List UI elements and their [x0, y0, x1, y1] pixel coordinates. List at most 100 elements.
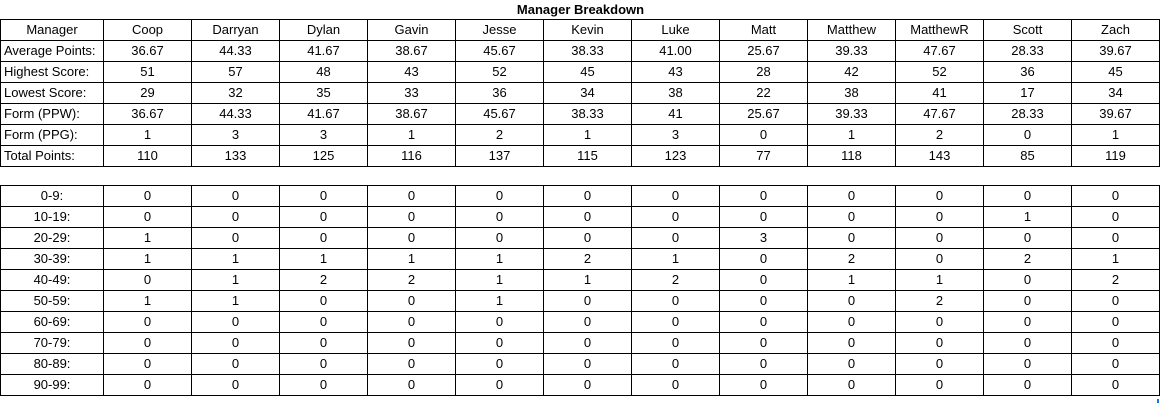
summary-cell[interactable]: 41 — [895, 82, 984, 104]
summary-cell[interactable]: 45 — [543, 61, 632, 83]
range-count-cell[interactable]: 0 — [455, 227, 544, 249]
range-count-cell[interactable]: 0 — [543, 290, 632, 312]
range-count-cell[interactable]: 0 — [807, 227, 896, 249]
range-label[interactable]: 80-89: — [0, 353, 104, 375]
summary-cell[interactable]: 52 — [455, 61, 544, 83]
range-count-cell[interactable]: 0 — [279, 374, 368, 396]
summary-cell[interactable]: 1 — [807, 124, 896, 146]
summary-cell[interactable]: 0 — [983, 124, 1072, 146]
range-count-cell[interactable]: 0 — [983, 353, 1072, 375]
range-count-cell[interactable]: 0 — [983, 374, 1072, 396]
range-count-cell[interactable]: 0 — [631, 185, 720, 207]
range-count-cell[interactable]: 2 — [543, 248, 632, 270]
summary-cell[interactable]: 115 — [543, 145, 632, 167]
range-count-cell[interactable]: 0 — [103, 185, 192, 207]
range-count-cell[interactable]: 0 — [895, 353, 984, 375]
range-count-cell[interactable]: 0 — [719, 311, 808, 333]
range-count-cell[interactable]: 1 — [103, 227, 192, 249]
range-count-cell[interactable]: 0 — [631, 353, 720, 375]
range-count-cell[interactable]: 0 — [543, 206, 632, 228]
range-count-cell[interactable]: 0 — [983, 332, 1072, 354]
summary-cell[interactable]: 34 — [1071, 82, 1160, 104]
summary-cell[interactable]: 28.33 — [983, 103, 1072, 125]
header-cell-manager-name[interactable]: Coop — [103, 19, 192, 41]
range-count-cell[interactable]: 1 — [455, 248, 544, 270]
range-count-cell[interactable]: 0 — [631, 374, 720, 396]
range-count-cell[interactable]: 1 — [1071, 248, 1160, 270]
range-count-cell[interactable]: 1 — [103, 248, 192, 270]
row-label[interactable]: Average Points: — [0, 40, 104, 62]
summary-cell[interactable]: 3 — [631, 124, 720, 146]
header-cell-manager-name[interactable]: Darryan — [191, 19, 280, 41]
range-count-cell[interactable]: 0 — [543, 311, 632, 333]
range-count-cell[interactable]: 1 — [455, 290, 544, 312]
header-cell-manager[interactable]: Manager — [0, 19, 104, 41]
summary-cell[interactable]: 118 — [807, 145, 896, 167]
summary-cell[interactable]: 38.33 — [543, 40, 632, 62]
summary-cell[interactable]: 43 — [631, 61, 720, 83]
range-count-cell[interactable]: 1 — [631, 248, 720, 270]
summary-cell[interactable]: 57 — [191, 61, 280, 83]
range-count-cell[interactable]: 0 — [543, 227, 632, 249]
range-count-cell[interactable]: 0 — [455, 311, 544, 333]
row-label[interactable]: Lowest Score: — [0, 82, 104, 104]
range-count-cell[interactable]: 0 — [367, 206, 456, 228]
summary-cell[interactable]: 35 — [279, 82, 368, 104]
range-count-cell[interactable]: 0 — [191, 353, 280, 375]
range-count-cell[interactable]: 0 — [191, 227, 280, 249]
summary-cell[interactable]: 85 — [983, 145, 1072, 167]
header-cell-manager-name[interactable]: Kevin — [543, 19, 632, 41]
range-count-cell[interactable]: 0 — [279, 185, 368, 207]
range-count-cell[interactable]: 2 — [367, 269, 456, 291]
row-label[interactable]: Form (PPW): — [0, 103, 104, 125]
range-count-cell[interactable]: 0 — [543, 185, 632, 207]
range-count-cell[interactable]: 0 — [895, 185, 984, 207]
range-count-cell[interactable]: 0 — [1071, 374, 1160, 396]
range-label[interactable]: 30-39: — [0, 248, 104, 270]
summary-cell[interactable]: 51 — [103, 61, 192, 83]
summary-cell[interactable]: 39.33 — [807, 103, 896, 125]
range-count-cell[interactable]: 0 — [719, 332, 808, 354]
summary-cell[interactable]: 41.67 — [279, 40, 368, 62]
summary-cell[interactable]: 22 — [719, 82, 808, 104]
summary-cell[interactable]: 41.67 — [279, 103, 368, 125]
range-count-cell[interactable]: 0 — [895, 227, 984, 249]
summary-cell[interactable]: 123 — [631, 145, 720, 167]
summary-cell[interactable]: 110 — [103, 145, 192, 167]
summary-cell[interactable]: 28.33 — [983, 40, 1072, 62]
range-count-cell[interactable]: 0 — [631, 311, 720, 333]
range-count-cell[interactable]: 0 — [983, 290, 1072, 312]
range-count-cell[interactable]: 0 — [983, 227, 1072, 249]
summary-cell[interactable]: 45.67 — [455, 40, 544, 62]
range-count-cell[interactable]: 0 — [719, 269, 808, 291]
summary-cell[interactable]: 34 — [543, 82, 632, 104]
range-count-cell[interactable]: 0 — [367, 353, 456, 375]
range-count-cell[interactable]: 1 — [191, 248, 280, 270]
range-count-cell[interactable]: 0 — [191, 332, 280, 354]
range-count-cell[interactable]: 1 — [543, 269, 632, 291]
range-count-cell[interactable]: 0 — [455, 353, 544, 375]
range-count-cell[interactable]: 2 — [807, 248, 896, 270]
range-label[interactable]: 40-49: — [0, 269, 104, 291]
range-count-cell[interactable]: 1 — [191, 269, 280, 291]
summary-cell[interactable]: 143 — [895, 145, 984, 167]
range-count-cell[interactable]: 1 — [103, 290, 192, 312]
range-count-cell[interactable]: 3 — [719, 227, 808, 249]
summary-cell[interactable]: 2 — [455, 124, 544, 146]
range-count-cell[interactable]: 0 — [807, 353, 896, 375]
row-label[interactable]: Form (PPG): — [0, 124, 104, 146]
range-count-cell[interactable]: 0 — [1071, 206, 1160, 228]
summary-cell[interactable]: 77 — [719, 145, 808, 167]
header-cell-manager-name[interactable]: MatthewR — [895, 19, 984, 41]
range-count-cell[interactable]: 0 — [191, 311, 280, 333]
summary-cell[interactable]: 0 — [719, 124, 808, 146]
range-count-cell[interactable]: 0 — [631, 227, 720, 249]
range-count-cell[interactable]: 0 — [719, 290, 808, 312]
range-count-cell[interactable]: 0 — [895, 206, 984, 228]
range-count-cell[interactable]: 0 — [1071, 353, 1160, 375]
range-count-cell[interactable]: 1 — [983, 206, 1072, 228]
range-label[interactable]: 50-59: — [0, 290, 104, 312]
summary-cell[interactable]: 125 — [279, 145, 368, 167]
range-count-cell[interactable]: 0 — [719, 248, 808, 270]
range-count-cell[interactable]: 0 — [455, 206, 544, 228]
